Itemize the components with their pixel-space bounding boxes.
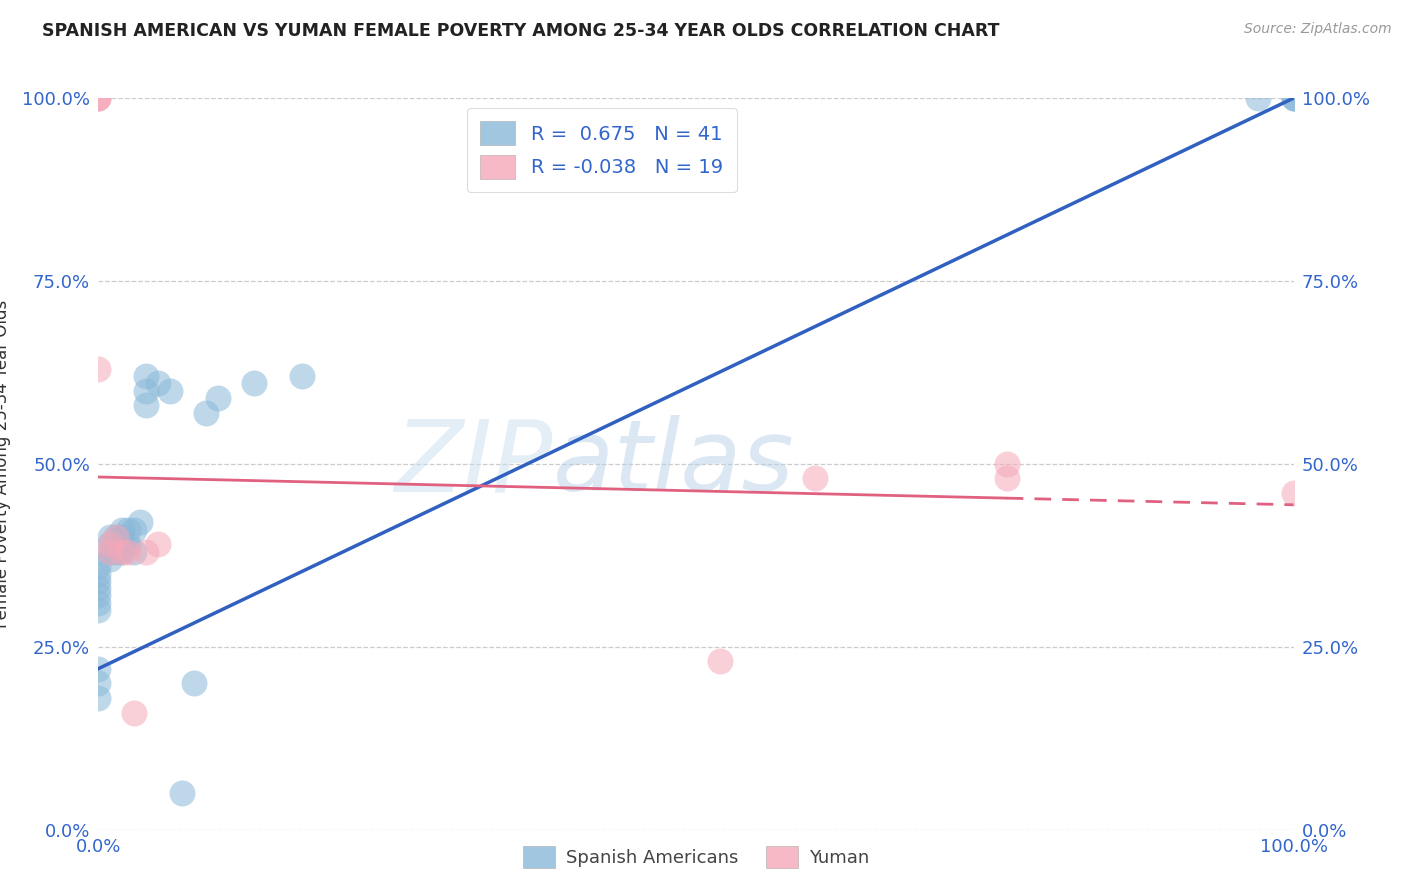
Point	[105, 544, 128, 558]
Point	[98, 544, 122, 558]
Point	[87, 589, 110, 603]
Point	[183, 676, 205, 690]
Text: SPANISH AMERICAN VS YUMAN FEMALE POVERTY AMONG 25-34 YEAR OLDS CORRELATION CHART: SPANISH AMERICAN VS YUMAN FEMALE POVERTY…	[42, 22, 1000, 40]
Point	[159, 384, 181, 398]
Point	[995, 457, 1018, 471]
Text: Source: ZipAtlas.com: Source: ZipAtlas.com	[1244, 22, 1392, 37]
Point	[1282, 91, 1305, 105]
Point	[87, 690, 110, 705]
Point	[1282, 486, 1305, 500]
Point	[87, 603, 110, 617]
Legend: Spanish Americans, Yuman: Spanish Americans, Yuman	[516, 838, 876, 875]
Y-axis label: Female Poverty Among 25-34 Year Olds: Female Poverty Among 25-34 Year Olds	[0, 300, 11, 628]
Point	[243, 376, 266, 391]
Point	[135, 369, 157, 384]
Point	[87, 676, 110, 690]
Point	[87, 581, 110, 595]
Point	[194, 406, 218, 420]
Point	[117, 544, 139, 558]
Point	[111, 523, 134, 537]
Point	[172, 786, 194, 800]
Point	[148, 376, 170, 391]
Point	[111, 544, 134, 558]
Point	[148, 537, 170, 551]
Point	[129, 516, 152, 530]
Point	[124, 706, 146, 720]
Point	[87, 91, 110, 105]
Point	[111, 537, 134, 551]
Point	[87, 91, 110, 105]
Point	[135, 398, 157, 412]
Point	[291, 369, 314, 384]
Point	[87, 574, 110, 588]
Point	[87, 361, 110, 376]
Point	[98, 530, 122, 544]
Point	[1282, 91, 1305, 105]
Text: atlas: atlas	[553, 416, 794, 512]
Point	[207, 391, 229, 405]
Point	[135, 384, 157, 398]
Point	[87, 566, 110, 581]
Point	[87, 662, 110, 676]
Point	[709, 654, 731, 668]
Point	[124, 544, 146, 558]
Point	[105, 530, 128, 544]
Point	[98, 552, 122, 566]
Point	[117, 537, 139, 551]
Point	[87, 596, 110, 610]
Point	[1246, 91, 1268, 105]
Point	[124, 523, 146, 537]
Point	[105, 530, 128, 544]
Point	[87, 559, 110, 574]
Text: ZIP: ZIP	[394, 416, 553, 512]
Point	[98, 544, 122, 558]
Point	[995, 471, 1018, 485]
Point	[87, 91, 110, 105]
Point	[111, 530, 134, 544]
Point	[105, 537, 128, 551]
Point	[98, 537, 122, 551]
Point	[117, 523, 139, 537]
Point	[804, 471, 827, 485]
Point	[135, 544, 157, 558]
Point	[111, 544, 134, 558]
Point	[1282, 91, 1305, 105]
Point	[98, 537, 122, 551]
